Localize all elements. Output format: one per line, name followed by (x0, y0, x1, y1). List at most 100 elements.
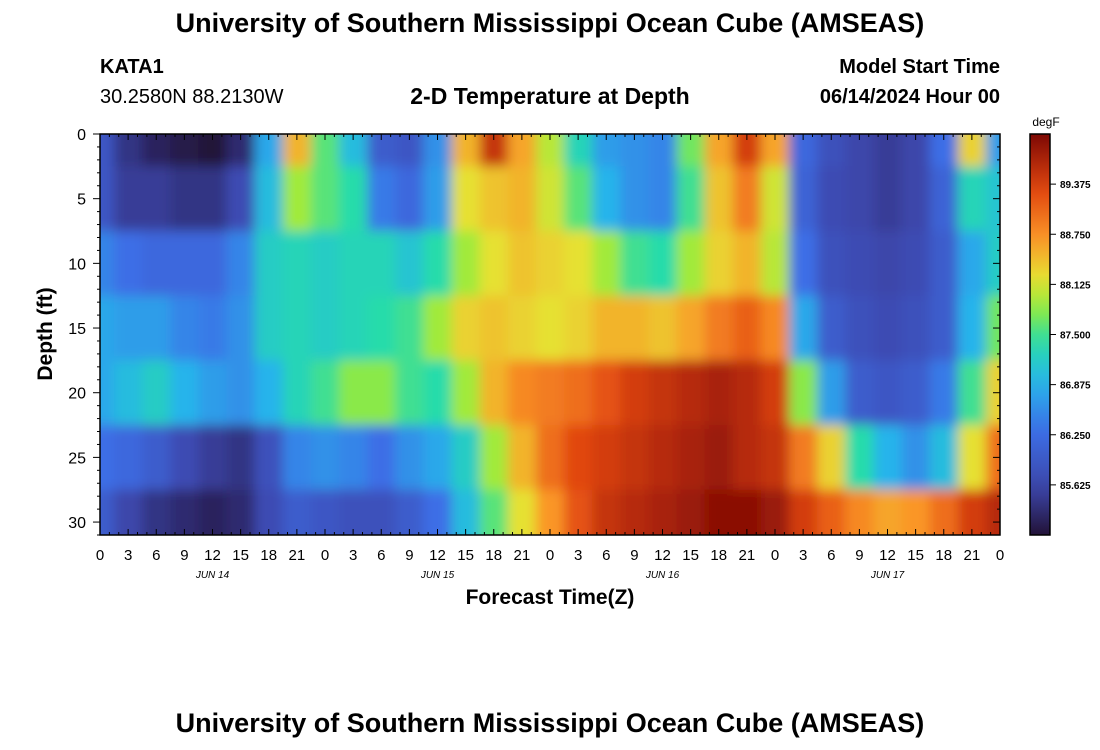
heatmap-cell (535, 360, 565, 426)
colorbar-tick-label: 86.250 (1060, 431, 1091, 442)
x-tick-label: 9 (180, 547, 188, 564)
heatmap-cell (479, 295, 509, 361)
heatmap-cell (367, 425, 396, 491)
x-tick-label: 0 (771, 547, 779, 564)
heatmap-cell (985, 295, 1000, 361)
heatmap-cell (732, 425, 762, 491)
heatmap-cell (100, 134, 115, 167)
heatmap-cell (704, 166, 734, 232)
x-tick-label: 6 (602, 547, 610, 564)
x-tick-label: 15 (682, 547, 699, 564)
heatmap-cell (676, 360, 706, 426)
heatmap-cell (789, 295, 818, 361)
heatmap-cell (198, 134, 228, 167)
x-tick-label: 3 (124, 547, 132, 564)
y-tick-label: 0 (77, 127, 86, 144)
heatmap-cell (339, 231, 368, 297)
heatmap-cell (957, 166, 987, 232)
heatmap-cell (592, 231, 621, 297)
heatmap-cell (310, 425, 340, 491)
heatmap-cell (704, 425, 734, 491)
x-tick-label: 6 (377, 547, 385, 564)
heatmap-cell (760, 134, 790, 167)
colorbar-tick-label: 88.750 (1060, 230, 1091, 241)
heatmap-cell (648, 295, 678, 361)
heatmap-cell (100, 489, 115, 535)
heatmap-cell (620, 425, 650, 491)
heatmap-cell (760, 425, 790, 491)
heatmap-cell (564, 231, 593, 297)
y-axis: 0 5 10 15 20 25 30 (68, 127, 1000, 536)
heatmap-cell (901, 231, 931, 297)
heatmap-cell (789, 425, 818, 491)
heatmap-cell (254, 134, 284, 167)
heatmap-cell (479, 360, 509, 426)
heatmap-cell (310, 489, 340, 535)
heatmap-cell (564, 425, 593, 491)
heatmap-cell (535, 134, 565, 167)
heatmap-cell (451, 134, 481, 167)
heatmap-cell (704, 489, 734, 535)
heatmap-cell (817, 360, 846, 426)
x-tick-label: 21 (739, 547, 756, 564)
heatmap-cell (704, 360, 734, 426)
heatmap-cell (282, 134, 312, 167)
heatmap-cell (620, 231, 650, 297)
heatmap-cell (339, 489, 368, 535)
station-coordinates: 30.2580N 88.2130W (100, 86, 284, 108)
heatmap-cell (367, 295, 396, 361)
heatmap-cell (929, 295, 959, 361)
heatmap-cell (367, 134, 396, 167)
colorbar: degF 85.625 86.250 86.875 87.500 88.125 88.75… (1029, 115, 1091, 536)
x-tick-label: 21 (289, 547, 306, 564)
heatmap-cell (817, 295, 846, 361)
x-tick-label: 0 (546, 547, 554, 564)
y-tick-label: 20 (68, 386, 86, 403)
heatmap-cell (873, 360, 903, 426)
heatmap-cell (226, 166, 256, 232)
heatmap-cell (282, 489, 312, 535)
heatmap-cell (760, 295, 790, 361)
heatmap-cell (423, 425, 453, 491)
heatmap-cell (873, 425, 903, 491)
heatmap-cell (507, 134, 537, 167)
heatmap-cell (367, 360, 396, 426)
heatmap-cell (789, 489, 818, 535)
heatmap-cell (564, 489, 593, 535)
heatmap-cell (676, 231, 706, 297)
colorbar-tick-label: 89.375 (1060, 180, 1091, 191)
heatmap-cell (760, 360, 790, 426)
footer-title: University of Southern Mississippi Ocean… (175, 708, 925, 738)
x-tick-label: 3 (349, 547, 357, 564)
y-tick-label: 30 (68, 515, 86, 532)
y-tick-label: 10 (68, 256, 86, 273)
heatmap-cell (479, 489, 509, 535)
heatmap-smoothed (100, 134, 1000, 535)
heatmap-cell (479, 166, 509, 232)
heatmap-cell (929, 425, 959, 491)
heatmap-cell (282, 166, 312, 232)
heatmap-cell (535, 295, 565, 361)
heatmap-cell (226, 489, 256, 535)
x-tick-label: 0 (321, 547, 329, 564)
heatmap-cell (676, 166, 706, 232)
heatmap-cell (142, 425, 171, 491)
heatmap-cell (282, 425, 312, 491)
heatmap-cell (676, 134, 706, 167)
x-tick-label: 6 (152, 547, 160, 564)
heatmap-cell (592, 166, 621, 232)
heatmap-cell (100, 425, 115, 491)
heatmap-cell (845, 166, 875, 232)
heatmap-cell (507, 295, 537, 361)
y-axis-label: Depth (ft) (34, 287, 57, 380)
heatmap-cell (929, 231, 959, 297)
heatmap-cell (789, 134, 818, 167)
heatmap-cell (114, 489, 143, 535)
heatmap-cell (507, 425, 537, 491)
heatmap-cell (170, 489, 200, 535)
heatmap-cell (760, 231, 790, 297)
heatmap-cell (732, 231, 762, 297)
heatmap-cell (479, 134, 509, 167)
heatmap-cell (395, 134, 425, 167)
x-tick-label: 18 (485, 547, 502, 564)
